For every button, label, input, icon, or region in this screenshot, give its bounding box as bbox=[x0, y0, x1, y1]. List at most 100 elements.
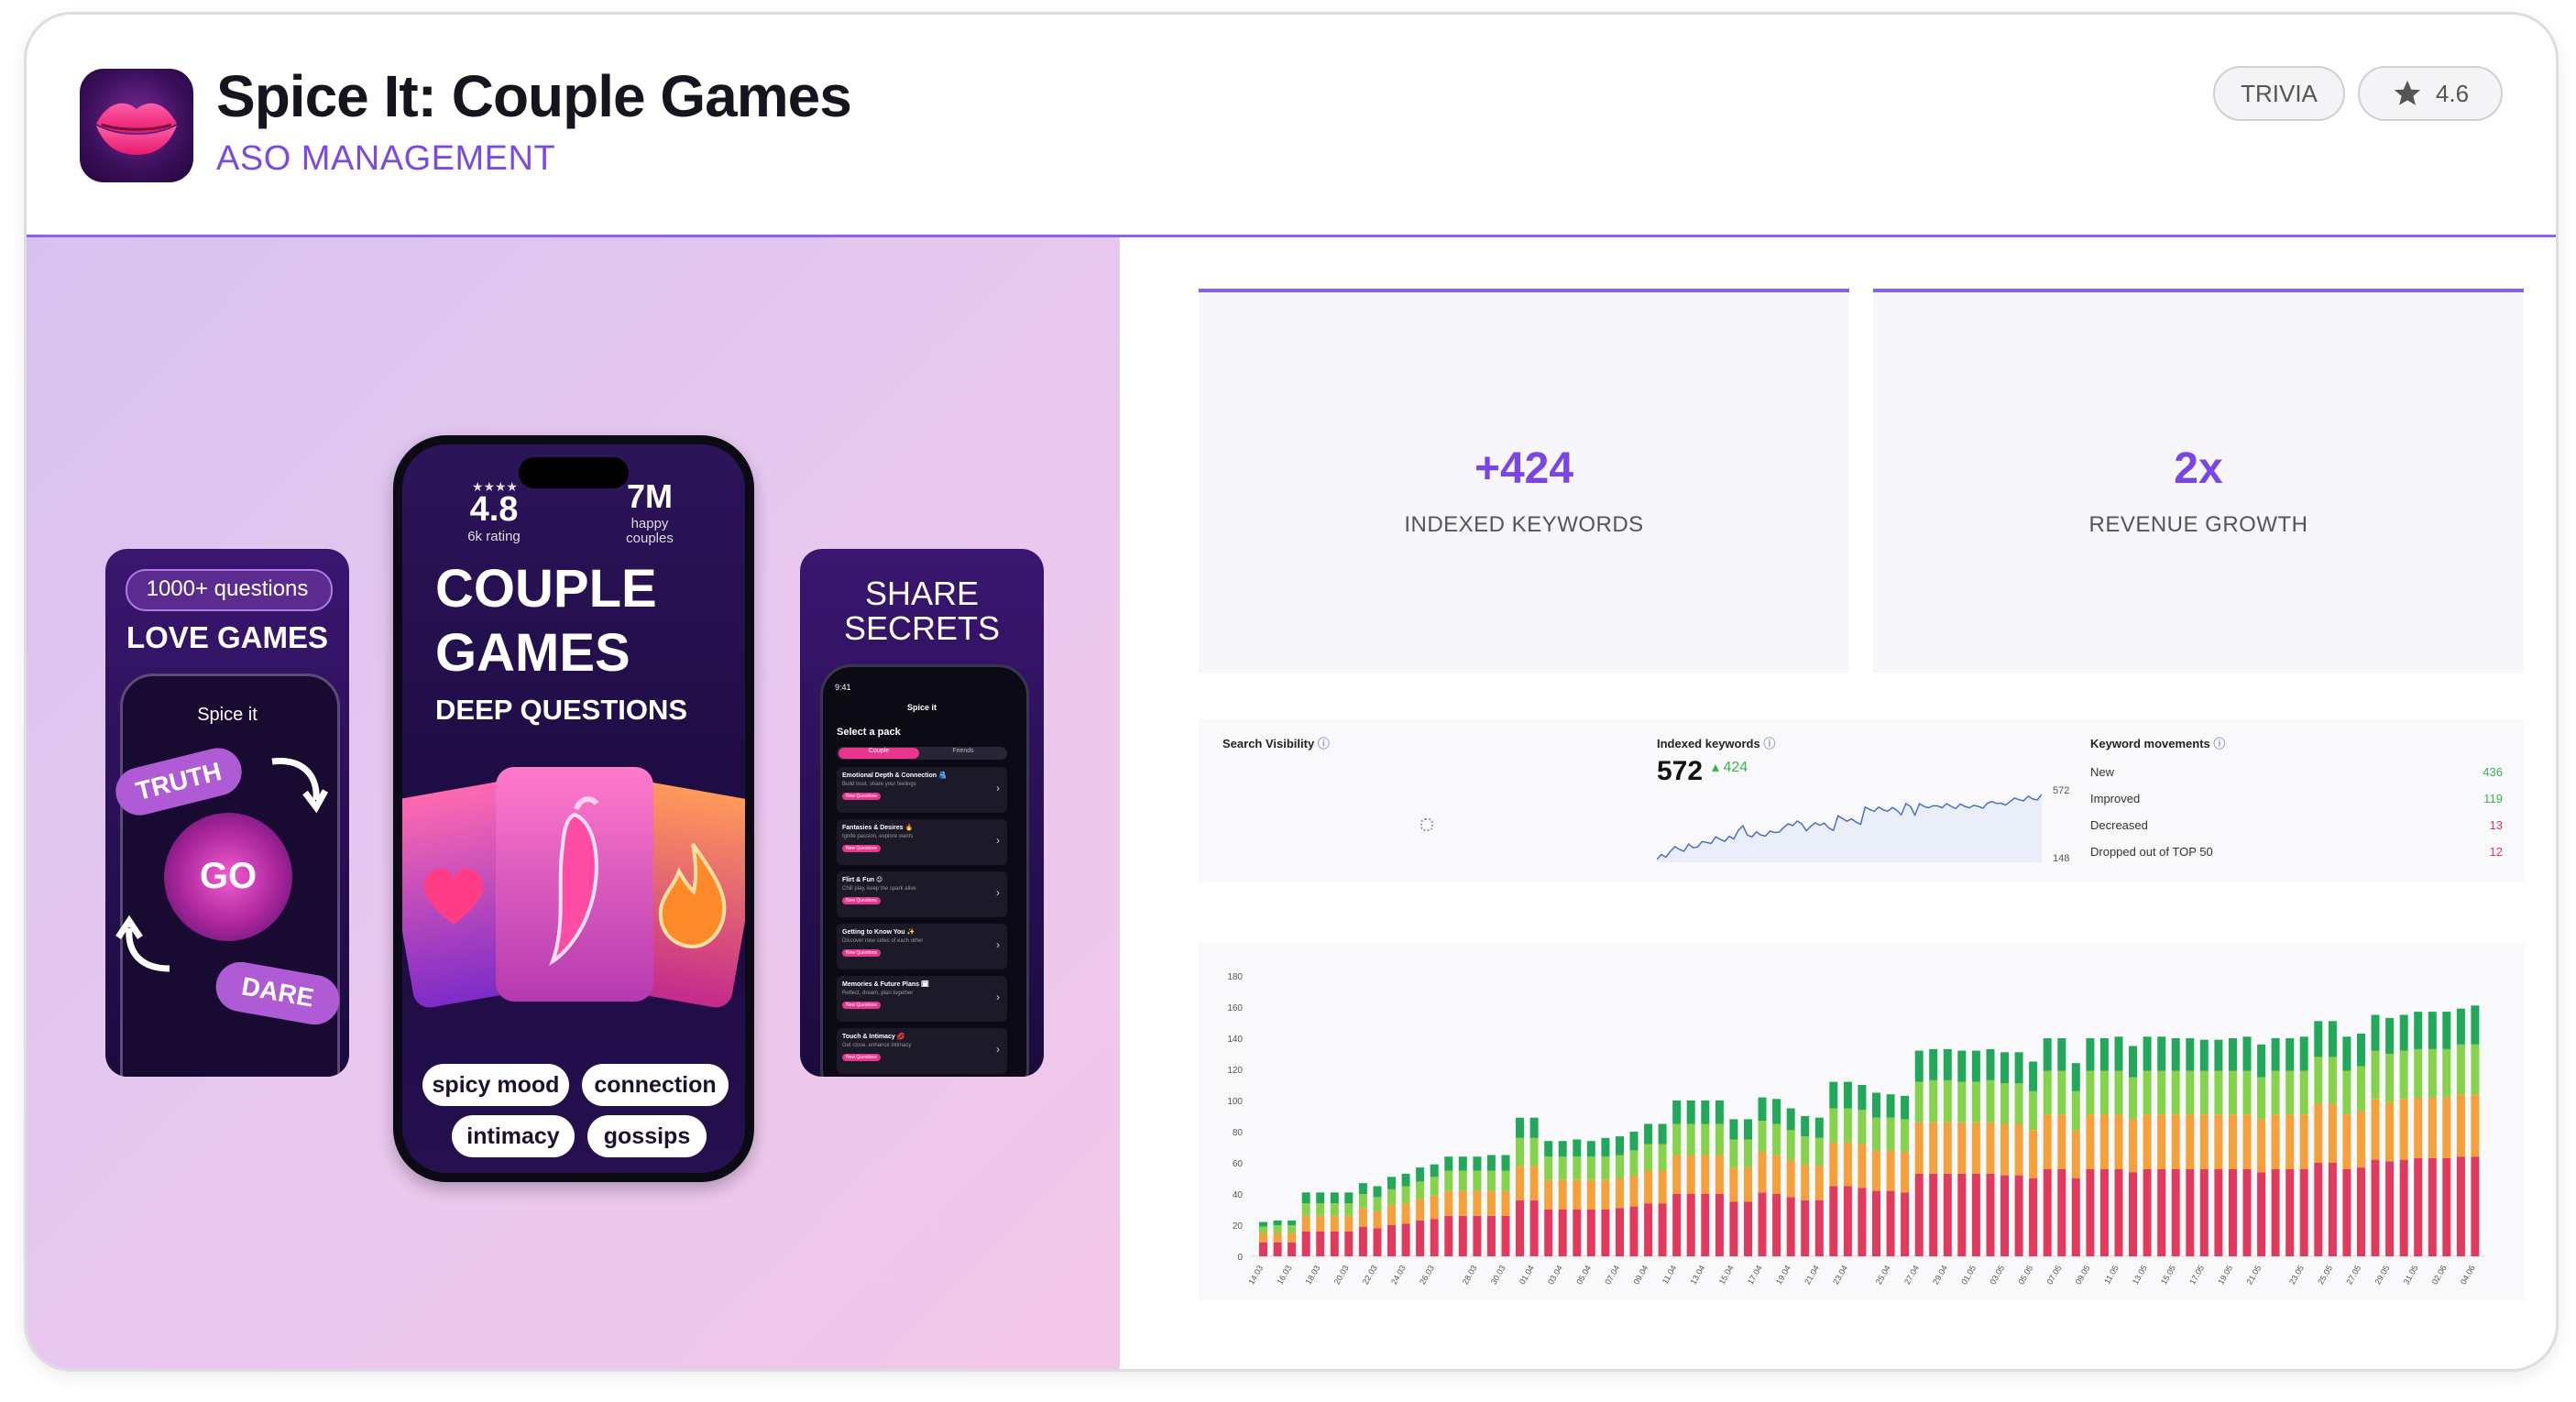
pack-title: Memories & Future Plans 🗓 bbox=[842, 981, 929, 988]
bar-segment bbox=[1801, 1164, 1810, 1200]
bar-segment bbox=[1858, 1188, 1867, 1256]
bar-segment bbox=[2414, 1012, 2423, 1049]
bar-segment bbox=[2471, 1005, 2480, 1045]
bar-segment bbox=[2371, 1159, 2380, 1256]
bar-segment bbox=[1901, 1119, 1910, 1153]
keywords-bar-chart: 0 20 40 60 80 100 120 140 160 180 14.03 16.03 18.03 2… bbox=[1227, 972, 2485, 1287]
bar-segment bbox=[2471, 1044, 2480, 1095]
indexed-sparkline bbox=[1657, 794, 2042, 862]
pack-item[interactable]: Touch & Intimacy 💋 Get close, enhance int… bbox=[837, 1028, 1007, 1074]
bar-segment bbox=[2057, 1070, 2066, 1115]
bar-segment bbox=[2299, 1168, 2308, 1256]
bar-segment bbox=[2371, 1050, 2380, 1100]
bar-segment bbox=[1544, 1179, 1553, 1210]
bar-segment bbox=[1843, 1081, 1852, 1109]
bar-segment bbox=[2229, 1070, 2237, 1115]
pack-item[interactable]: Getting to Know You ✨ Discover new sides … bbox=[837, 924, 1007, 969]
search-visibility-label: Search Visibility ⓘ bbox=[1222, 737, 1330, 750]
x-tick-label: 09.04 bbox=[1631, 1264, 1650, 1287]
pack-item[interactable]: Fantasies & Desires 🔥 Ignite passion, exp… bbox=[837, 819, 1007, 865]
bar-segment bbox=[1744, 1201, 1752, 1256]
bar-segment bbox=[1929, 1173, 1938, 1256]
bar-segment bbox=[1758, 1152, 1767, 1193]
bar-segment bbox=[2229, 1114, 2237, 1169]
bar-segment bbox=[2286, 1168, 2295, 1256]
bar-segment bbox=[1573, 1179, 1582, 1210]
chevron-right-icon: › bbox=[996, 991, 1000, 1003]
bar-segment bbox=[1744, 1119, 1752, 1140]
category-badge[interactable]: TRIVIA bbox=[2213, 66, 2345, 121]
bar-segment bbox=[1387, 1177, 1396, 1189]
movement-label: Decreased bbox=[2090, 818, 2148, 832]
bar-segment bbox=[2171, 1070, 2180, 1115]
pack-desc: Get close, enhance intimacy bbox=[842, 1043, 912, 1048]
stat-revenue-growth: 2x REVENUE GROWTH bbox=[1873, 289, 2524, 673]
bar-segment bbox=[1558, 1141, 1567, 1157]
rating-badge[interactable]: 4.6 bbox=[2358, 66, 2503, 121]
bar-segment bbox=[1644, 1170, 1653, 1204]
bar-segment bbox=[1701, 1194, 1710, 1256]
bar-segment bbox=[1672, 1194, 1682, 1256]
x-tick-label: 22.03 bbox=[1361, 1264, 1379, 1287]
info-icon[interactable]: ⓘ bbox=[2213, 737, 2226, 750]
bar-segment bbox=[1986, 1048, 1995, 1080]
secrets-headline: SECRETS bbox=[843, 609, 1001, 647]
bar-segment bbox=[1872, 1092, 1880, 1118]
bar-segment bbox=[1758, 1097, 1767, 1122]
new-questions-badge: New Questions bbox=[842, 949, 881, 957]
bar-segment bbox=[2043, 1168, 2052, 1256]
bar-segment bbox=[1872, 1117, 1880, 1151]
bar-segment bbox=[1316, 1215, 1325, 1232]
bar-segment bbox=[2299, 1114, 2308, 1169]
bar-segment bbox=[1358, 1183, 1367, 1194]
bar-segment bbox=[1416, 1167, 1425, 1182]
bar-segment bbox=[2029, 1130, 2038, 1178]
y-tick-label: 60 bbox=[1233, 1159, 1244, 1169]
stat-indexed-keywords: +424 INDEXED KEYWORDS bbox=[1199, 289, 1849, 673]
bar-segment bbox=[2342, 1114, 2351, 1169]
screenshot-love-games: 1000+ questions LOVE GAMES Spice it TRUT… bbox=[105, 549, 349, 1077]
info-icon[interactable]: ⓘ bbox=[1763, 737, 1776, 750]
x-tick-label: 24.03 bbox=[1389, 1264, 1408, 1287]
y-tick-label: 80 bbox=[1233, 1128, 1244, 1138]
bar-segment bbox=[1616, 1136, 1624, 1156]
bar-segment bbox=[1786, 1130, 1795, 1160]
info-icon[interactable]: ⓘ bbox=[1317, 737, 1330, 750]
rating-stars: ★★★★ bbox=[471, 479, 519, 494]
bar-segment bbox=[1344, 1203, 1354, 1216]
bar-segment bbox=[2043, 1038, 2052, 1071]
y-tick-label: 120 bbox=[1227, 1066, 1243, 1076]
bar-segment bbox=[1558, 1210, 1567, 1256]
bar-segment bbox=[1914, 1050, 1924, 1082]
bar-segment bbox=[1801, 1136, 1810, 1165]
bar-segment bbox=[1516, 1117, 1524, 1138]
bar-segment bbox=[2456, 1156, 2465, 1256]
bar-segment bbox=[2471, 1094, 2480, 1157]
chip-label: spicy mood bbox=[432, 1071, 560, 1098]
pack-item[interactable]: Emotional Depth & Connection 🫂 Build trus… bbox=[837, 767, 1007, 813]
bar-segment bbox=[2099, 1070, 2109, 1115]
stat-value: 2x bbox=[2174, 444, 2223, 493]
bar-segment bbox=[1529, 1199, 1539, 1256]
bar-segment bbox=[1616, 1155, 1624, 1178]
bar-segment bbox=[2029, 1061, 2038, 1091]
bar-segment bbox=[2171, 1114, 2180, 1169]
sparkline-area bbox=[1657, 794, 2042, 862]
bar-segment bbox=[2114, 1168, 2123, 1256]
bar-segment bbox=[1501, 1155, 1510, 1171]
heart-icon bbox=[423, 868, 484, 925]
pack-item[interactable]: Flirt & Fun 😉 Chill play, keep the spark … bbox=[837, 871, 1007, 917]
bar-segment bbox=[1729, 1139, 1738, 1168]
bar-segment bbox=[2328, 1021, 2337, 1057]
x-tick-label: 14.03 bbox=[1246, 1264, 1265, 1287]
pack-item[interactable]: Memories & Future Plans 🗓 Reflect, dream,… bbox=[837, 976, 1007, 1022]
x-tick-label: 17.05 bbox=[2187, 1264, 2206, 1287]
bar-segment bbox=[1529, 1117, 1539, 1138]
bar-segment bbox=[1801, 1199, 1810, 1256]
bar-segment bbox=[1644, 1123, 1653, 1145]
bar-segment bbox=[1387, 1225, 1396, 1256]
bar-segment bbox=[1473, 1170, 1482, 1191]
bar-segment bbox=[2357, 1111, 2365, 1168]
bar-segment bbox=[1715, 1155, 1724, 1194]
bar-segment bbox=[2129, 1077, 2137, 1120]
